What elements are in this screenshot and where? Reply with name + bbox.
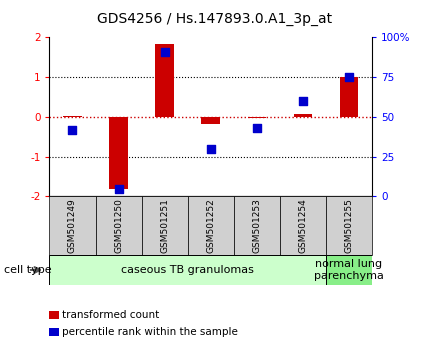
Text: GSM501249: GSM501249 xyxy=(68,198,77,253)
Bar xyxy=(109,117,128,189)
Point xyxy=(253,125,260,131)
Bar xyxy=(326,255,372,285)
Text: caseous TB granulomas: caseous TB granulomas xyxy=(121,265,254,275)
Point xyxy=(299,98,306,104)
Bar xyxy=(294,114,312,117)
Text: GSM501252: GSM501252 xyxy=(206,198,215,253)
Text: GSM501251: GSM501251 xyxy=(160,198,169,253)
Point xyxy=(115,185,122,191)
Point xyxy=(161,48,168,54)
Bar xyxy=(248,117,266,118)
Text: GSM501254: GSM501254 xyxy=(298,198,307,253)
Bar xyxy=(326,196,372,255)
Point xyxy=(345,74,352,80)
Text: GSM501255: GSM501255 xyxy=(344,198,353,253)
Bar xyxy=(202,117,220,124)
Text: percentile rank within the sample: percentile rank within the sample xyxy=(62,327,238,337)
Text: GDS4256 / Hs.147893.0.A1_3p_at: GDS4256 / Hs.147893.0.A1_3p_at xyxy=(98,12,332,27)
Bar xyxy=(49,196,95,255)
Bar xyxy=(234,196,280,255)
Bar xyxy=(187,196,234,255)
Bar xyxy=(95,196,141,255)
Text: normal lung
parenchyma: normal lung parenchyma xyxy=(314,259,384,281)
Bar xyxy=(63,116,82,117)
Bar xyxy=(340,77,358,117)
Bar xyxy=(155,44,174,117)
Text: cell type: cell type xyxy=(4,265,52,275)
Text: GSM501253: GSM501253 xyxy=(252,198,261,253)
Bar xyxy=(280,196,326,255)
Bar xyxy=(141,196,187,255)
Text: GSM501250: GSM501250 xyxy=(114,198,123,253)
Point xyxy=(69,127,76,132)
Text: transformed count: transformed count xyxy=(62,310,160,320)
Point xyxy=(207,146,214,152)
Bar xyxy=(49,255,326,285)
